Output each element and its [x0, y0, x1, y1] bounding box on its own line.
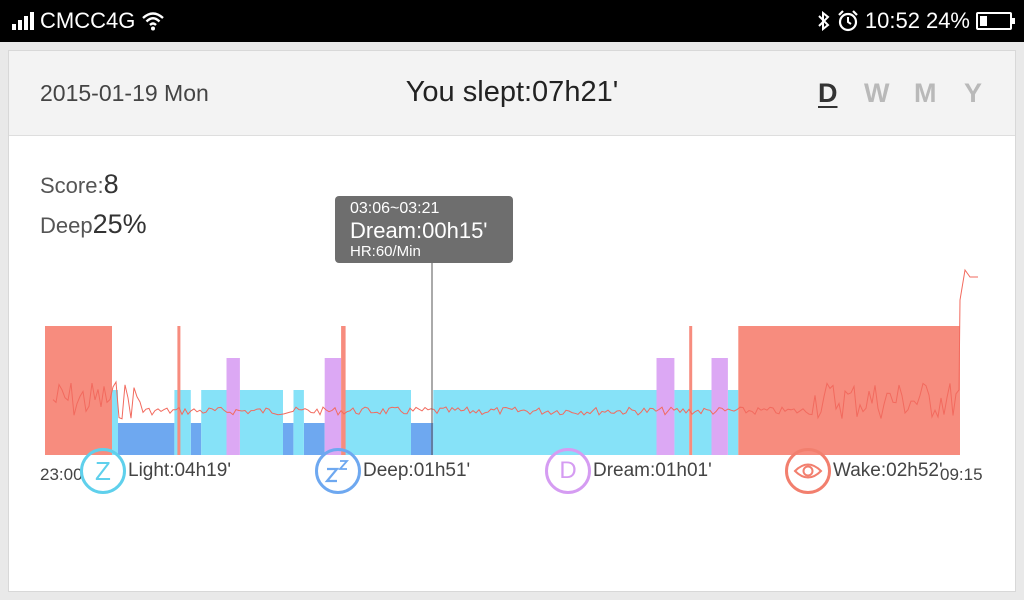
stage-bar-light[interactable]: [293, 390, 304, 455]
stage-bar-deep[interactable]: [303, 423, 325, 455]
stage-bar-light[interactable]: [112, 390, 118, 455]
tooltip-stage: Dream:00h15': [350, 218, 488, 243]
tooltip-heart-rate: HR:60/Min: [350, 243, 421, 260]
period-tab-week[interactable]: W: [864, 78, 890, 108]
stage-bar-light[interactable]: [239, 390, 283, 455]
stage-bar-deep[interactable]: [117, 423, 175, 455]
legend-deep: Deep:01h51': [315, 448, 470, 494]
stage-bar-light[interactable]: [174, 390, 191, 455]
period-tab-month[interactable]: M: [914, 78, 937, 108]
signal-icon: [12, 12, 34, 30]
deep-value: 25%: [92, 209, 147, 239]
sleep-report-card: 2015-01-19 Mon You slept:07h21' D W M Y …: [8, 50, 1016, 592]
legend-wake-label: Wake:02h52': [833, 460, 943, 481]
wake-eye-icon: [785, 448, 831, 494]
bluetooth-icon: [818, 11, 830, 31]
stage-bar-light[interactable]: [727, 390, 739, 455]
stage-bar-wake[interactable]: [177, 326, 181, 455]
legend-dream-label: Dream:01h01': [593, 460, 712, 481]
legend-deep-label: Deep:01h51': [363, 460, 471, 481]
heart-rate-line: [52, 268, 978, 420]
battery-percent: 24%: [925, 8, 970, 33]
clock-time: 10:52: [864, 8, 920, 33]
stage-bar-light[interactable]: [692, 390, 712, 455]
status-right: 10:52 24%: [817, 0, 1015, 42]
stage-bar-dream[interactable]: [226, 358, 240, 455]
battery-icon: [976, 12, 1015, 30]
sleep-total-title: You slept:07h21': [405, 76, 619, 108]
battery-level-fill: [980, 16, 987, 26]
stage-bar-deep[interactable]: [190, 423, 202, 455]
stage-bar-wake[interactable]: [45, 326, 112, 455]
stage-bar-deep[interactable]: [411, 423, 434, 455]
status-bar: CMCC4G 10:52 24%: [0, 0, 1024, 42]
stage-bar-wake[interactable]: [738, 326, 960, 455]
tooltip-range: 03:06~03:21: [350, 200, 440, 217]
stage-bar-dream[interactable]: [324, 358, 342, 455]
score-stat: Score:8: [40, 169, 119, 200]
stage-bar-light[interactable]: [674, 390, 690, 455]
period-tab-year[interactable]: Y: [964, 78, 983, 108]
legend-light: Z Light:04h19': [80, 448, 231, 494]
deep-sleep-glyph: [324, 460, 349, 483]
legend-light-label: Light:04h19': [128, 460, 231, 481]
deep-sleep-icon: [315, 448, 361, 494]
chart-tooltip: 03:06~03:21 Dream:00h15' HR:60/Min: [335, 196, 513, 263]
stage-bar-wake[interactable]: [341, 326, 346, 455]
x-axis-start-label: 23:00: [40, 465, 83, 484]
legend-dream: D Dream:01h01': [545, 448, 712, 494]
legend-wake: Wake:02h52': [785, 448, 943, 494]
stage-bar-dream[interactable]: [711, 358, 728, 455]
deep-label: Deep: [40, 213, 93, 238]
dream-glyph: D: [559, 457, 577, 484]
report-date: 2015-01-19 Mon: [40, 80, 209, 106]
carrier-name: CMCC4G: [40, 8, 136, 33]
x-axis-end-label: 09:15: [940, 465, 983, 484]
score-value: 8: [103, 169, 119, 199]
stage-bar-wake[interactable]: [689, 326, 693, 455]
light-sleep-glyph: Z: [95, 455, 111, 486]
deep-stat: Deep25%: [40, 209, 147, 240]
period-tab-day[interactable]: D: [818, 78, 838, 108]
eye-glyph: [793, 463, 823, 479]
dream-icon: D: [545, 448, 591, 494]
score-label: Score:: [40, 173, 104, 198]
alarm-icon: [838, 10, 858, 32]
stage-bar-light[interactable]: [201, 390, 227, 455]
status-left: CMCC4G: [12, 0, 165, 42]
wifi-icon: [142, 12, 165, 31]
card-header: 2015-01-19 Mon You slept:07h21' D W M Y: [9, 51, 1015, 136]
stage-bar-light[interactable]: [345, 390, 412, 455]
stage-bar-deep[interactable]: [283, 423, 294, 455]
stage-bar-light[interactable]: [433, 390, 657, 455]
stage-bar-dream[interactable]: [656, 358, 675, 455]
light-sleep-icon: Z: [80, 448, 126, 494]
